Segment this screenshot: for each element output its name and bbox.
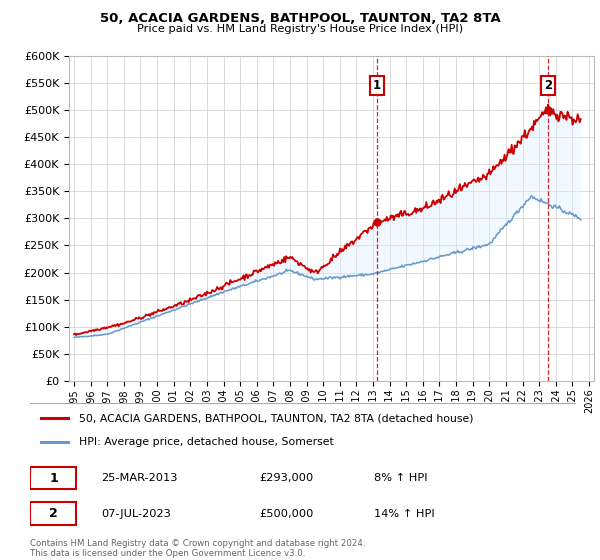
Text: 1: 1 <box>49 472 58 484</box>
Text: 1: 1 <box>373 80 381 92</box>
Text: 8% ↑ HPI: 8% ↑ HPI <box>374 473 428 483</box>
FancyBboxPatch shape <box>30 502 76 525</box>
Text: £500,000: £500,000 <box>259 508 314 519</box>
Text: Contains HM Land Registry data © Crown copyright and database right 2024.: Contains HM Land Registry data © Crown c… <box>30 539 365 548</box>
Text: 2: 2 <box>49 507 58 520</box>
FancyBboxPatch shape <box>25 403 581 457</box>
FancyBboxPatch shape <box>30 467 76 489</box>
Text: 50, ACACIA GARDENS, BATHPOOL, TAUNTON, TA2 8TA: 50, ACACIA GARDENS, BATHPOOL, TAUNTON, T… <box>100 12 500 25</box>
Text: 2: 2 <box>544 80 552 92</box>
Text: 25-MAR-2013: 25-MAR-2013 <box>101 473 178 483</box>
Text: This data is licensed under the Open Government Licence v3.0.: This data is licensed under the Open Gov… <box>30 549 305 558</box>
Text: Price paid vs. HM Land Registry's House Price Index (HPI): Price paid vs. HM Land Registry's House … <box>137 24 463 34</box>
Text: £293,000: £293,000 <box>259 473 314 483</box>
Text: 14% ↑ HPI: 14% ↑ HPI <box>374 508 435 519</box>
Text: 07-JUL-2023: 07-JUL-2023 <box>101 508 171 519</box>
Text: HPI: Average price, detached house, Somerset: HPI: Average price, detached house, Some… <box>79 436 334 446</box>
Text: 50, ACACIA GARDENS, BATHPOOL, TAUNTON, TA2 8TA (detached house): 50, ACACIA GARDENS, BATHPOOL, TAUNTON, T… <box>79 413 473 423</box>
